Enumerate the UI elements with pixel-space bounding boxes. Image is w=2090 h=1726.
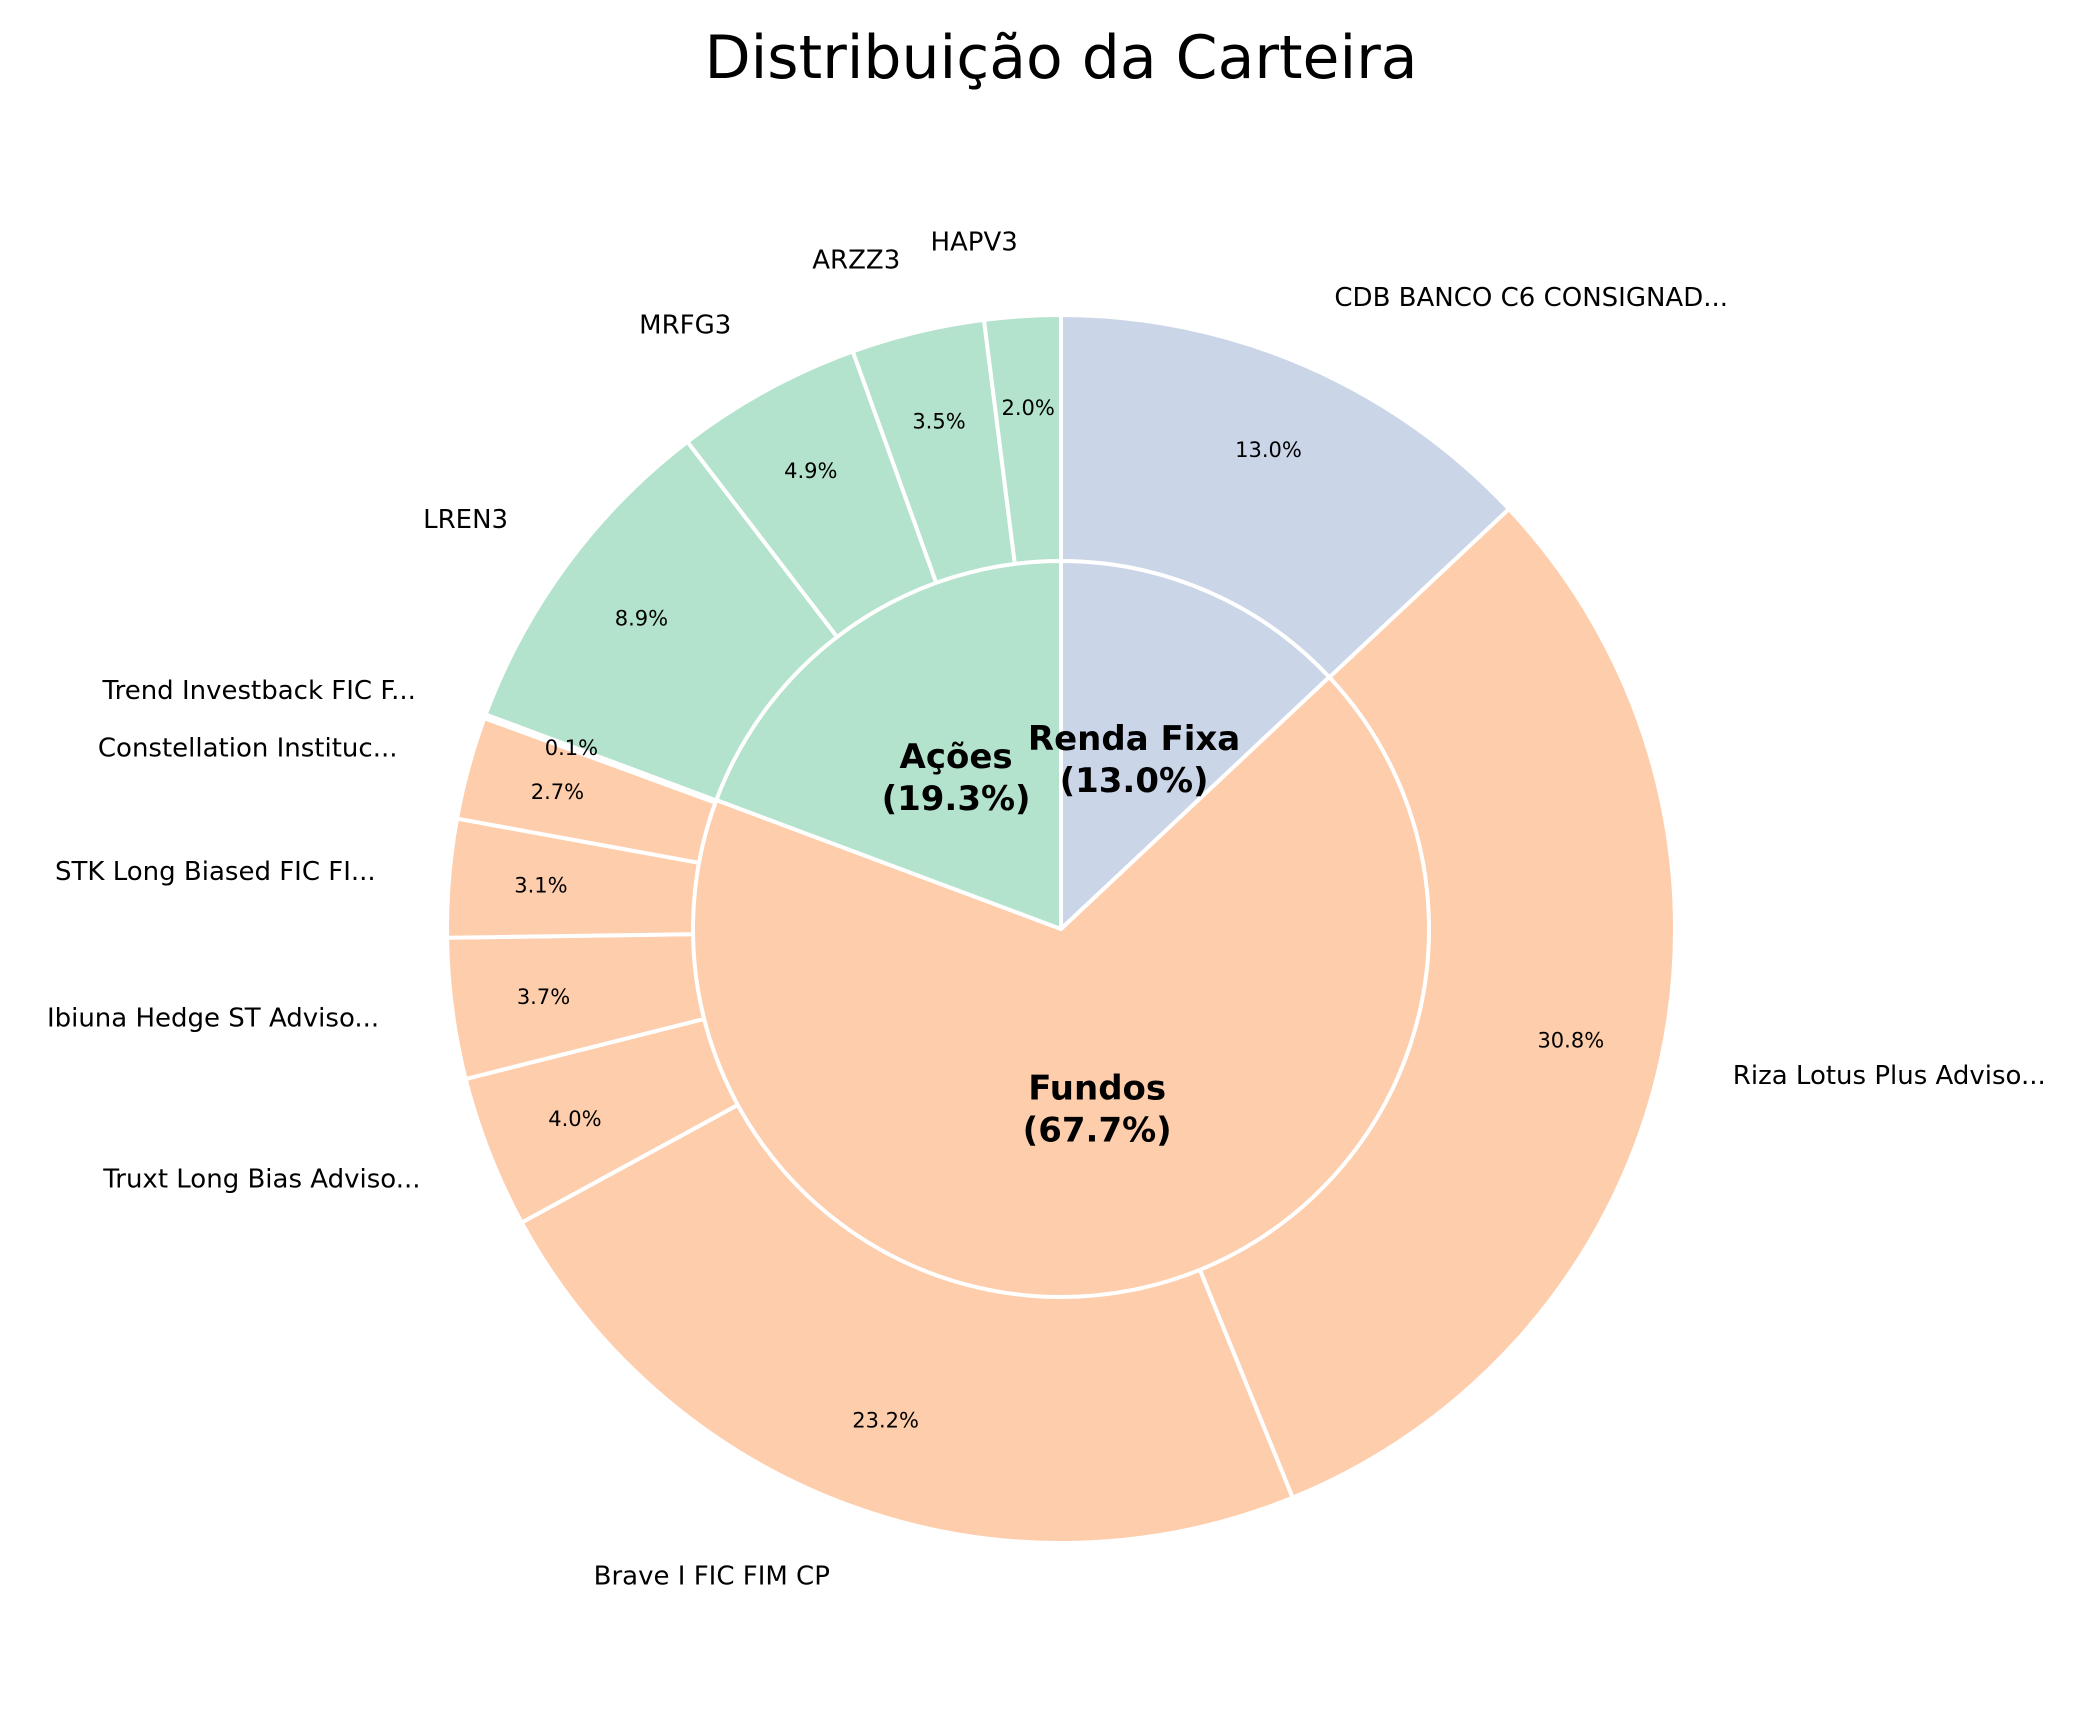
group-label-acoes: Ações xyxy=(900,737,1013,777)
percent-label-truxt-long-bias-adviso: 4.0% xyxy=(548,1107,601,1131)
group-percent-fundos: (67.7%) xyxy=(1023,1110,1172,1150)
inner-slice-acoes xyxy=(714,559,1063,931)
group-label-fundos: Fundos xyxy=(1028,1068,1166,1108)
outer-label-hapv3: HAPV3 xyxy=(930,228,1017,258)
outer-label-constellation-instituc: Constellation Instituc... xyxy=(98,733,398,763)
outer-label-trend-investback-fic-f: Trend Investback FIC F... xyxy=(102,676,416,706)
percent-label-hapv3: 2.0% xyxy=(1002,396,1055,420)
group-percent-acoes: (19.3%) xyxy=(882,779,1031,819)
percent-label-mrfg3: 4.9% xyxy=(784,459,837,483)
outer-label-lren3: LREN3 xyxy=(423,505,508,535)
outer-label-riza-lotus-plus-adviso: Riza Lotus Plus Adviso... xyxy=(1733,1061,2046,1091)
outer-label-mrfg3: MRFG3 xyxy=(639,311,731,341)
group-label-renda-fixa: Renda Fixa xyxy=(1028,719,1240,759)
percent-label-cdb-banco-c6-consignad: 13.0% xyxy=(1235,438,1302,462)
group-labels: Renda Fixa(13.0%) Fundos(67.7%) Ações(19.3… xyxy=(882,719,1241,1150)
outer-label-truxt-long-bias-adviso: Truxt Long Bias Adviso... xyxy=(102,1164,420,1194)
percent-label-riza-lotus-plus-adviso: 30.8% xyxy=(1537,1029,1604,1053)
inner-slice-fundos xyxy=(691,675,1431,1299)
inner-ring xyxy=(691,559,1431,1299)
outer-label-stk-long-biased-fic-fi: STK Long Biased FIC FI... xyxy=(55,857,376,887)
outer-labels: CDB BANCO C6 CONSIGNAD... Riza Lotus Plus… xyxy=(47,228,2046,1592)
outer-label-cdb-banco-c6-consignad: CDB BANCO C6 CONSIGNAD... xyxy=(1334,283,1728,313)
chart-title: Distribuição da Carteira xyxy=(704,23,1417,93)
group-percent-renda-fixa: (13.0%) xyxy=(1060,761,1209,801)
percent-label-trend-investback-fic-f: 0.1% xyxy=(545,736,598,760)
percent-label-brave-i-fic-fim-cp: 23.2% xyxy=(852,1409,919,1433)
inner-slice-renda-fixa xyxy=(1059,559,1332,931)
outer-label-brave-i-fic-fim-cp: Brave I FIC FIM CP xyxy=(594,1562,830,1592)
percent-label-lren3: 8.9% xyxy=(615,607,668,631)
outer-label-ibiuna-hedge-st-adviso: Ibiuna Hedge ST Adviso... xyxy=(47,1004,379,1034)
percent-label-stk-long-biased-fic-fi: 3.1% xyxy=(514,874,567,898)
percent-labels: 13.0% 30.8% 23.2% 4.0% 3.7% 3.1% 2.7% 0.1% 8.9% 4… xyxy=(514,396,1604,1432)
percent-label-ibiuna-hedge-st-adviso: 3.7% xyxy=(517,985,570,1009)
outer-label-arzz3: ARZZ3 xyxy=(812,245,900,275)
percent-label-constellation-instituc: 2.7% xyxy=(531,780,584,804)
percent-label-arzz3: 3.5% xyxy=(912,410,965,434)
